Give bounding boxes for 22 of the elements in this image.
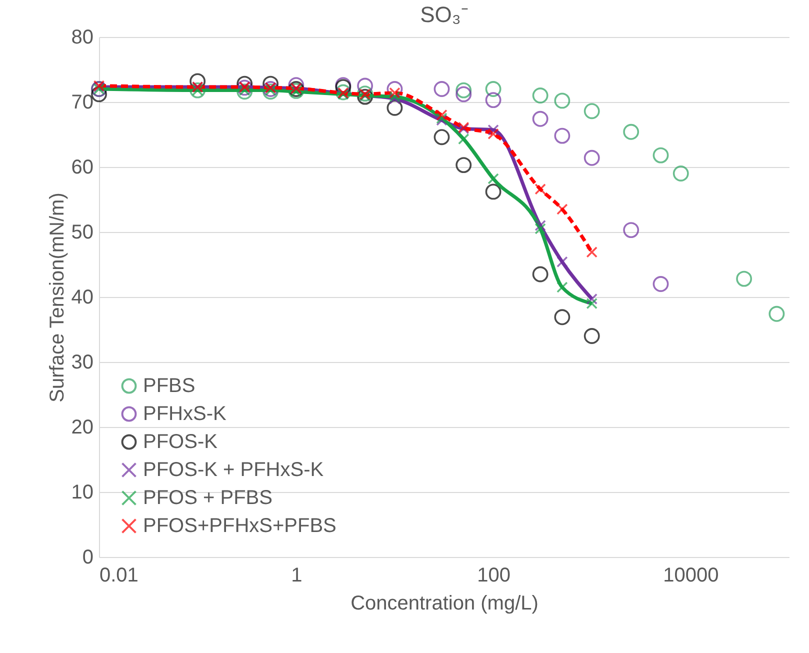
legend-label: PFOS-K [143,431,218,453]
y-tick-label: 40 [71,286,94,308]
legend-label: PFOS + PFBS [143,487,272,509]
legend-label: PFBS [143,375,196,397]
legend-label: PFHxS-K [143,403,227,425]
chart-title: SO₃⁻ [420,2,468,27]
y-tick-label: 20 [71,416,94,438]
y-tick-label: 50 [71,222,94,244]
y-tick-label: 80 [71,26,94,48]
y-tick-label: 10 [71,482,94,504]
x-tick-label: 10000 [663,564,719,586]
legend-label: PFOS+PFHxS+PFBS [143,515,336,537]
y-axis-title: Surface Tension(mN/m) [46,192,68,402]
x-tick-label: 1 [291,564,302,586]
x-tick-label: 0.01 [100,564,138,586]
y-tick-label: 70 [71,92,94,114]
x-tick-label: 100 [477,564,510,586]
y-tick-label: 60 [71,156,94,178]
x-axis-title: Concentration (mg/L) [350,592,538,614]
legend-label: PFOS-K + PFHxS-K [143,459,324,481]
y-tick-label: 30 [71,352,94,374]
y-tick-label: 0 [82,546,94,568]
